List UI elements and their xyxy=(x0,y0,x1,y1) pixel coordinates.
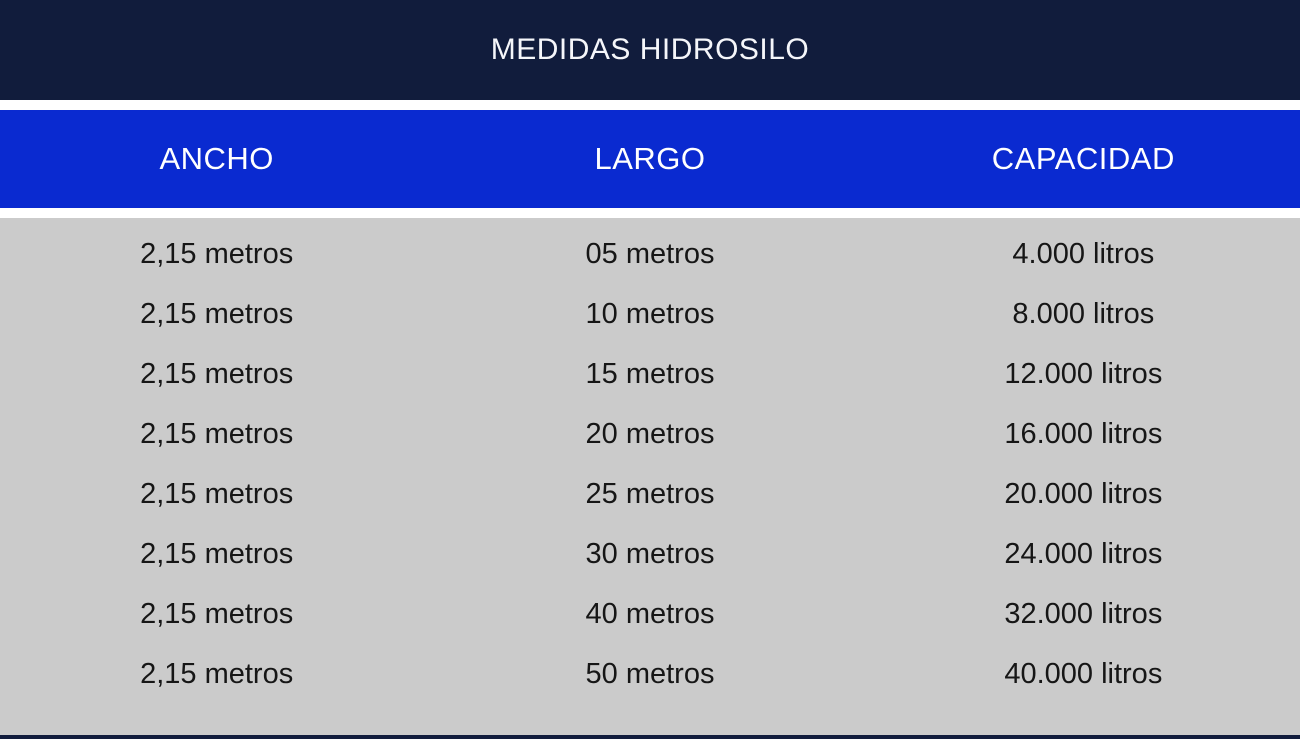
table-cell-capacidad: 4.000 litros xyxy=(1012,237,1155,270)
table-cell-capacidad: 12.000 litros xyxy=(1004,357,1163,390)
separator-header-body xyxy=(0,208,1300,218)
page-title: MEDIDAS HIDROSILO xyxy=(490,33,810,66)
column-header-capacidad: CAPACIDAD xyxy=(991,141,1175,176)
table-cell-capacidad: 20.000 litros xyxy=(1004,477,1163,510)
table-cell-largo: 15 metros xyxy=(585,357,715,390)
table-header-row: ANCHO LARGO CAPACIDAD xyxy=(0,110,1300,208)
table-cell-largo: 30 metros xyxy=(585,537,715,570)
table-cell-largo: 40 metros xyxy=(585,597,715,630)
table-row: 2,15 metros 25 metros 20.000 litros xyxy=(0,464,1300,524)
table-row: 2,15 metros 20 metros 16.000 litros xyxy=(0,404,1300,464)
separator-top xyxy=(0,100,1300,110)
table-row: 2,15 metros 40 metros 32.000 litros xyxy=(0,584,1300,644)
table-row: 2,15 metros 30 metros 24.000 litros xyxy=(0,524,1300,584)
table-cell-capacidad: 24.000 litros xyxy=(1004,537,1163,570)
table-cell-ancho: 2,15 metros xyxy=(140,477,294,510)
table-cell-ancho: 2,15 metros xyxy=(140,597,294,630)
table-row: 2,15 metros 05 metros 4.000 litros xyxy=(0,224,1300,284)
table-cell-ancho: 2,15 metros xyxy=(140,297,294,330)
table-cell-capacidad: 8.000 litros xyxy=(1012,297,1155,330)
table-row: 2,15 metros 50 metros 40.000 litros xyxy=(0,644,1300,704)
table-cell-largo: 50 metros xyxy=(585,657,715,690)
column-header-ancho: ANCHO xyxy=(159,141,274,176)
table-cell-ancho: 2,15 metros xyxy=(140,357,294,390)
table-cell-ancho: 2,15 metros xyxy=(140,417,294,450)
title-band: MEDIDAS HIDROSILO xyxy=(0,0,1300,100)
table-cell-largo: 10 metros xyxy=(585,297,715,330)
table-row: 2,15 metros 15 metros 12.000 litros xyxy=(0,344,1300,404)
table-cell-ancho: 2,15 metros xyxy=(140,237,294,270)
table-row: 2,15 metros 10 metros 8.000 litros xyxy=(0,284,1300,344)
bottom-border-strip xyxy=(0,735,1300,739)
table-body: 2,15 metros 05 metros 4.000 litros 2,15 … xyxy=(0,218,1300,739)
table-cell-largo: 25 metros xyxy=(585,477,715,510)
column-header-largo: LARGO xyxy=(594,141,706,176)
table-cell-capacidad: 40.000 litros xyxy=(1004,657,1163,690)
table-cell-capacidad: 16.000 litros xyxy=(1004,417,1163,450)
table-cell-ancho: 2,15 metros xyxy=(140,657,294,690)
table-cell-largo: 20 metros xyxy=(585,417,715,450)
table-cell-capacidad: 32.000 litros xyxy=(1004,597,1163,630)
table-cell-largo: 05 metros xyxy=(585,237,715,270)
table-cell-ancho: 2,15 metros xyxy=(140,537,294,570)
